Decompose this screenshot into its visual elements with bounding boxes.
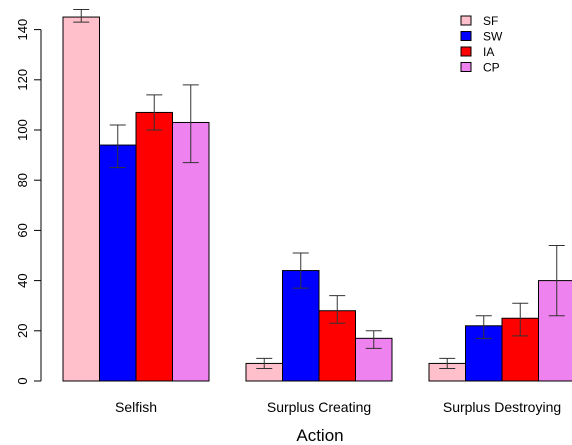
y-tick-label: 120 [15, 69, 30, 91]
bars [62, 16, 572, 382]
error-bar-sw-2 [292, 252, 309, 289]
error-bar-cp-3 [548, 244, 565, 317]
error-bar-ia-2 [329, 295, 346, 324]
bar-sw-2 [282, 270, 320, 382]
y-tick-label: 100 [15, 119, 30, 141]
error-bar-sf-2 [256, 357, 273, 369]
bar-sw-1 [99, 144, 137, 382]
category-label: Selfish [115, 399, 157, 415]
y-axis: 0 20 40 60 80 100 120 140 [15, 19, 42, 385]
error-bars [73, 9, 565, 369]
error-bar-ia-1 [146, 94, 163, 131]
error-bar-sf-1 [73, 9, 90, 23]
y-tick-label: 60 [15, 223, 30, 237]
legend-swatch-cp [460, 62, 472, 72]
error-bar-sf-3 [439, 357, 456, 369]
category-labels: Selfish Surplus Creating Surplus Destroyin… [115, 399, 561, 415]
y-tick-label: 20 [15, 324, 30, 338]
y-tick-label: 140 [15, 19, 30, 41]
error-bar-cp-2 [365, 330, 382, 349]
legend-swatch-ia [460, 46, 472, 57]
error-bar-sw-3 [475, 315, 492, 339]
error-bar-ia-3 [512, 302, 529, 337]
bar-sf-1 [62, 16, 100, 382]
legend-swatch-sw [460, 31, 472, 41]
bar-cp-1 [172, 121, 210, 382]
legend-label-sf: SF [483, 14, 498, 28]
x-axis-title: Action [296, 426, 343, 445]
legend-swatch-sf [460, 15, 472, 26]
error-bar-sw-1 [109, 124, 126, 169]
legend-label-sw: SW [483, 30, 503, 44]
category-label: Surplus Destroying [443, 399, 561, 415]
legend-label-cp: CP [483, 61, 500, 75]
bar-ia-1 [135, 111, 173, 382]
y-tick-label: 0 [15, 377, 30, 384]
error-bar-cp-1 [182, 84, 199, 164]
bar-cp-3 [538, 280, 572, 382]
y-tick-label: 80 [15, 173, 30, 187]
y-tick-label: 40 [15, 273, 30, 287]
category-label: Surplus Creating [267, 399, 371, 415]
legend-label-ia: IA [483, 45, 494, 59]
